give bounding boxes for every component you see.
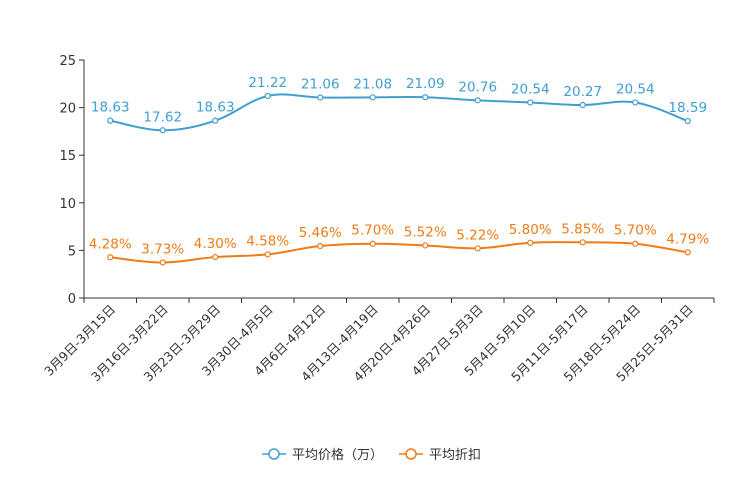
series-line	[110, 241, 688, 264]
data-point	[264, 92, 271, 100]
y-axis: 0 5 10 15 20 25	[59, 54, 85, 307]
data-point	[579, 239, 586, 246]
data-point	[212, 117, 219, 124]
data-label: 4.28%	[89, 236, 132, 252]
data-point	[527, 99, 534, 106]
data-label: 18.63	[196, 100, 235, 116]
data-point	[579, 101, 586, 109]
series-1: 18.63 17.62 18.63 21.22 21.06 21.08 21.09 20.76…	[91, 75, 707, 134]
y-tick-label: 20	[59, 102, 76, 117]
legend-marker	[405, 448, 417, 460]
data-label: 5.80%	[509, 222, 552, 238]
data-label: 18.63	[91, 100, 130, 116]
data-label: 20.76	[458, 79, 497, 95]
data-label: 4.79%	[666, 231, 709, 247]
legend-label: 平均折扣	[429, 448, 481, 463]
data-label: 5.85%	[561, 221, 604, 237]
series-2: 4.28% 3.73% 4.30% 4.58% 5.46% 5.70% 5.52% 5.22%…	[89, 221, 709, 266]
series-layer: 18.63 17.62 18.63 21.22 21.06 21.08 21.09 20.76…	[89, 75, 709, 266]
data-point	[684, 117, 691, 125]
data-label: 21.09	[406, 76, 445, 92]
data-label: 17.62	[143, 109, 182, 125]
y-tick-label: 10	[59, 197, 76, 212]
data-point	[369, 94, 376, 101]
data-label: 5.22%	[456, 227, 499, 243]
data-label: 20.27	[563, 84, 602, 100]
x-axis: 3月9日-3月15日3月16日-3月22日3月23日-3月29日3月30日-4月…	[41, 297, 715, 384]
data-point	[159, 127, 166, 134]
data-label: 5.46%	[299, 225, 342, 241]
data-label: 20.54	[511, 81, 550, 97]
y-tick-label: 0	[68, 292, 76, 307]
data-point	[369, 240, 376, 247]
data-point	[474, 245, 481, 252]
data-point	[474, 97, 481, 104]
data-point	[317, 242, 324, 250]
data-point	[107, 117, 114, 124]
legend: 平均价格（万） 平均折扣	[262, 447, 481, 463]
data-label: 21.08	[353, 76, 392, 92]
data-point	[159, 259, 166, 266]
data-point	[212, 253, 219, 261]
data-point	[684, 249, 691, 256]
data-point	[632, 99, 639, 106]
data-point	[422, 94, 429, 101]
data-label: 5.52%	[404, 224, 447, 240]
data-label: 5.70%	[614, 223, 657, 239]
data-label: 4.30%	[194, 236, 237, 252]
data-point	[264, 251, 271, 258]
data-label: 21.22	[248, 75, 287, 91]
data-point	[632, 240, 639, 247]
data-point	[317, 94, 324, 101]
y-tick-label: 5	[68, 244, 76, 259]
y-tick-label: 15	[59, 149, 76, 164]
data-label: 4.58%	[246, 233, 289, 249]
data-point	[422, 242, 429, 249]
data-label: 21.06	[301, 77, 340, 93]
legend-label: 平均价格（万）	[292, 447, 383, 463]
legend-item-1: 平均价格（万）	[262, 447, 383, 463]
legend-item-2: 平均折扣	[399, 448, 481, 463]
data-label: 18.59	[668, 100, 707, 116]
data-label: 5.70%	[351, 223, 394, 239]
series-line	[110, 93, 689, 132]
data-point	[107, 254, 114, 261]
data-label: 3.73%	[141, 241, 184, 257]
y-tick-label: 25	[59, 54, 76, 69]
legend-marker	[268, 448, 280, 460]
data-point	[527, 239, 534, 246]
data-label: 20.54	[616, 81, 655, 97]
